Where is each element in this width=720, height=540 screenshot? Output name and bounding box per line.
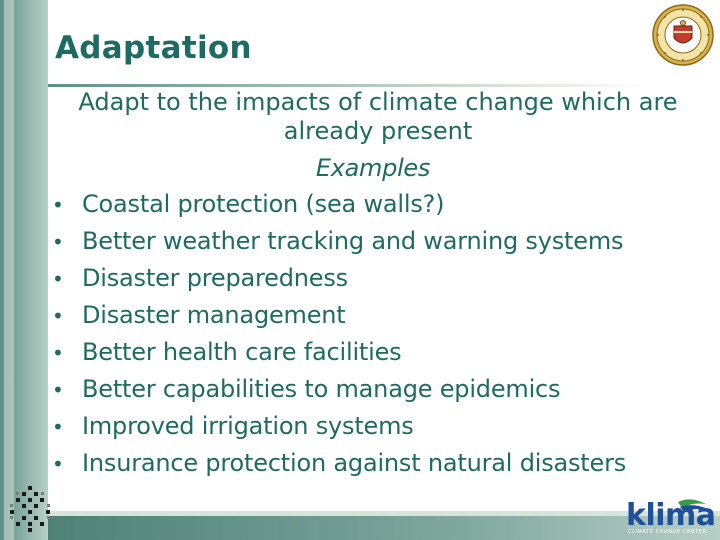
list-item-text: Disaster management [82, 301, 346, 329]
bullet-icon: • [52, 341, 64, 365]
list-item: • Coastal protection (sea walls?) [52, 190, 626, 227]
title-underline [48, 84, 648, 87]
bullet-icon: • [52, 378, 64, 402]
logo-subtext: CLIMATE CHANGE CENTER [628, 529, 707, 535]
list-item: • Better health care facilities [52, 338, 626, 375]
left-highlight-strip [4, 0, 14, 540]
slide-subtitle: Adapt to the impacts of climate change w… [78, 88, 678, 145]
list-item-text: Insurance protection against natural dis… [82, 449, 627, 477]
slide-title: Adaptation [55, 30, 252, 66]
list-item: • Better capabilities to manage epidemics [52, 375, 626, 412]
bullet-icon: • [52, 452, 64, 476]
examples-list: • Coastal protection (sea walls?) • Better… [52, 190, 626, 486]
list-item: • Better weather tracking and warning sys… [52, 227, 626, 264]
bullet-icon: • [52, 193, 64, 217]
klima-logo: klima CLIMATE CHANGE CENTER [620, 498, 716, 538]
list-item-text: Improved irrigation systems [82, 412, 414, 440]
list-item: • Insurance protection against natural di… [52, 449, 626, 486]
logo-text: klima [626, 498, 716, 533]
university-seal-icon [652, 4, 714, 66]
bottom-highlight-bar [48, 511, 720, 516]
list-item-text: Coastal protection (sea walls?) [82, 190, 445, 218]
list-item: • Disaster preparedness [52, 264, 626, 301]
list-item-text: Better weather tracking and warning syst… [82, 227, 624, 255]
list-item: • Improved irrigation systems [52, 412, 626, 449]
pattern-mark-icon [10, 486, 50, 532]
list-item-text: Better capabilities to manage epidemics [82, 375, 561, 403]
bullet-icon: • [52, 415, 64, 439]
leaf-swoosh-icon [678, 499, 710, 512]
list-item-text: Better health care facilities [82, 338, 402, 366]
list-item: • Disaster management [52, 301, 626, 338]
list-item-text: Disaster preparedness [82, 264, 348, 292]
bottom-decorative-bar [48, 516, 720, 540]
bullet-icon: • [52, 304, 64, 328]
bullet-icon: • [52, 267, 64, 291]
examples-heading: Examples [315, 154, 431, 182]
bullet-icon: • [52, 230, 64, 254]
